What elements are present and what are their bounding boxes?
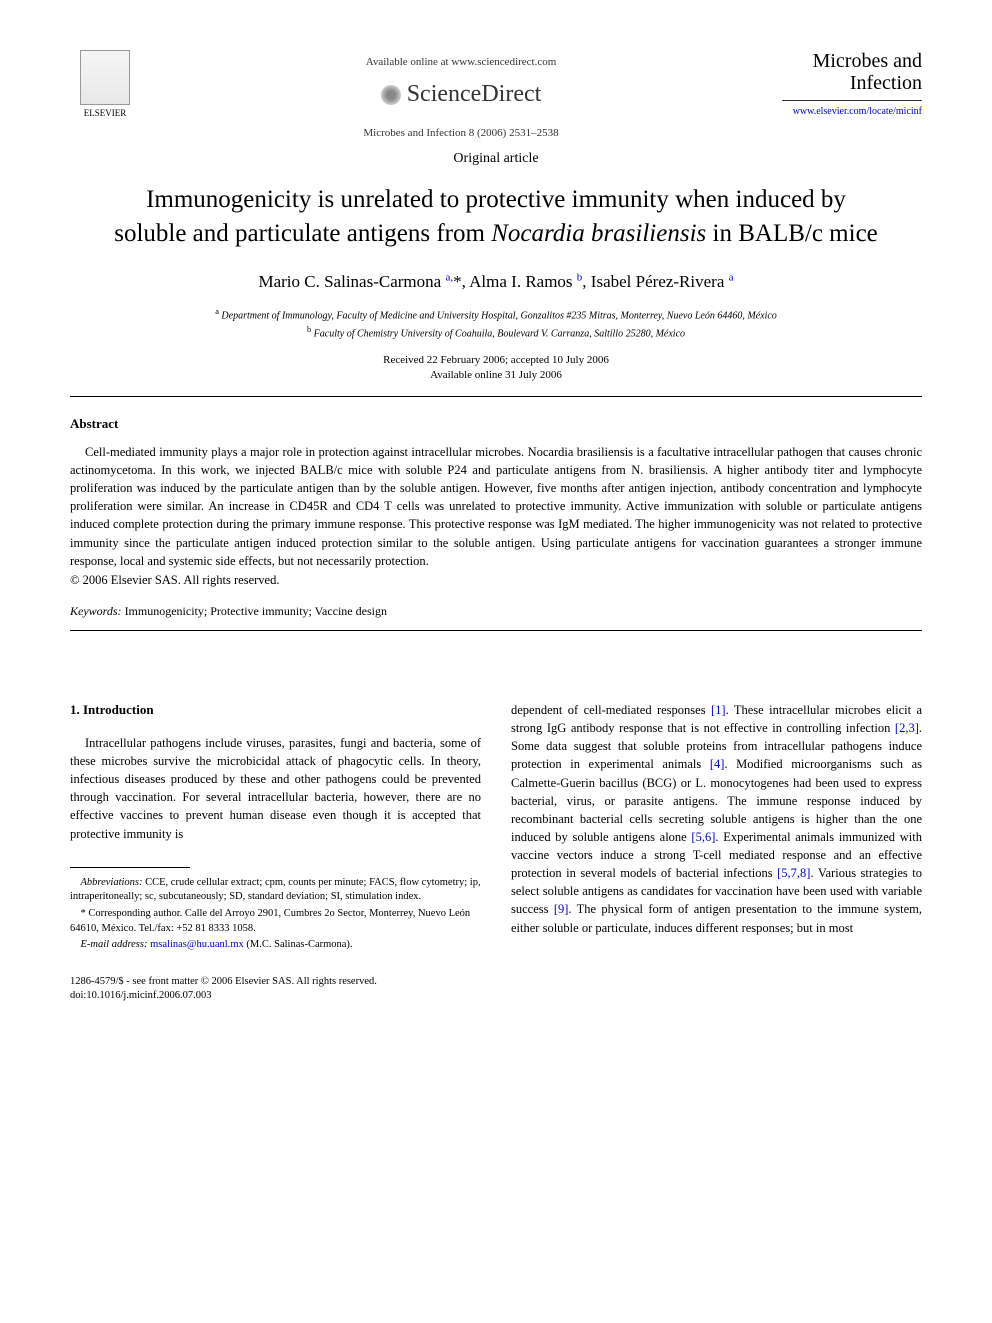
column-left: 1. Introduction Intracellular pathogens … [70, 701, 481, 955]
sciencedirect-brand: ScienceDirect [140, 78, 782, 112]
corresponding-email[interactable]: msalinas@hu.uanl.mx [147, 939, 243, 950]
article-type: Original article [70, 149, 922, 169]
elsevier-tree-icon [80, 50, 130, 105]
footnotes: Abbreviations: CCE, crude cellular extra… [70, 876, 481, 953]
article-dates: Received 22 February 2006; accepted 10 J… [70, 353, 922, 384]
footnote-separator [70, 867, 190, 868]
ref-link-9[interactable]: [9] [554, 902, 569, 916]
footer-doi: doi:10.1016/j.micinf.2006.07.003 [70, 990, 211, 1001]
intro-paragraph-1: Intracellular pathogens include viruses,… [70, 734, 481, 843]
keywords: Keywords: Immunogenicity; Protective imm… [70, 603, 922, 620]
footer-issn: 1286-4579/$ - see front matter © 2006 El… [70, 976, 377, 987]
abstract-copyright: © 2006 Elsevier SAS. All rights reserved… [70, 572, 922, 590]
footnote-email: E-mail address: msalinas@hu.uanl.mx (M.C… [70, 938, 481, 953]
footnote-corresponding: * Corresponding author. Calle del Arroyo… [70, 907, 481, 936]
abstract-text: Cell-mediated immunity plays a major rol… [70, 443, 922, 570]
abstract-heading: Abstract [70, 415, 922, 433]
journal-link[interactable]: www.elsevier.com/locate/micinf [782, 105, 922, 119]
ref-link-5-6[interactable]: [5,6] [691, 830, 715, 844]
header-center: Available online at www.sciencedirect.co… [140, 50, 782, 141]
available-online-text: Available online at www.sciencedirect.co… [140, 55, 782, 70]
elsevier-label: ELSEVIER [84, 107, 127, 120]
keywords-label: Keywords: [70, 604, 122, 618]
column-right: dependent of cell-mediated responses [1]… [511, 701, 922, 955]
page-header: ELSEVIER Available online at www.science… [70, 50, 922, 141]
ref-link-4[interactable]: [4] [710, 757, 725, 771]
author-3: Isabel Pérez-Rivera [591, 272, 725, 291]
journal-reference: Microbes and Infection 8 (2006) 2531–253… [140, 126, 782, 141]
section-heading-intro: 1. Introduction [70, 701, 481, 720]
ref-link-5-7-8[interactable]: [5,7,8] [777, 866, 810, 880]
footer-left: 1286-4579/$ - see front matter © 2006 El… [70, 975, 481, 1002]
elsevier-logo: ELSEVIER [70, 50, 140, 130]
affiliations: a Department of Immunology, Faculty of M… [70, 306, 922, 341]
ref-link-1[interactable]: [1] [711, 703, 726, 717]
page-footer: 1286-4579/$ - see front matter © 2006 El… [70, 975, 922, 1002]
ref-link-2-3[interactable]: [2,3] [895, 721, 919, 735]
body-columns: 1. Introduction Intracellular pathogens … [70, 701, 922, 955]
author-2: Alma I. Ramos [469, 272, 572, 291]
footnote-abbreviations: Abbreviations: CCE, crude cellular extra… [70, 876, 481, 905]
article-title: Immunogenicity is unrelated to protectiv… [70, 183, 922, 251]
divider [70, 630, 922, 631]
divider [70, 396, 922, 397]
sciencedirect-icon [381, 85, 401, 105]
intro-paragraph-1-cont: dependent of cell-mediated responses [1]… [511, 701, 922, 937]
authors: Mario C. Salinas-Carmona a,*, Alma I. Ra… [70, 270, 922, 294]
author-1: Mario C. Salinas-Carmona [258, 272, 441, 291]
sciencedirect-label: ScienceDirect [407, 78, 542, 112]
journal-name: Microbes and Infection [782, 50, 922, 101]
journal-cover: Microbes and Infection www.elsevier.com/… [782, 50, 922, 119]
